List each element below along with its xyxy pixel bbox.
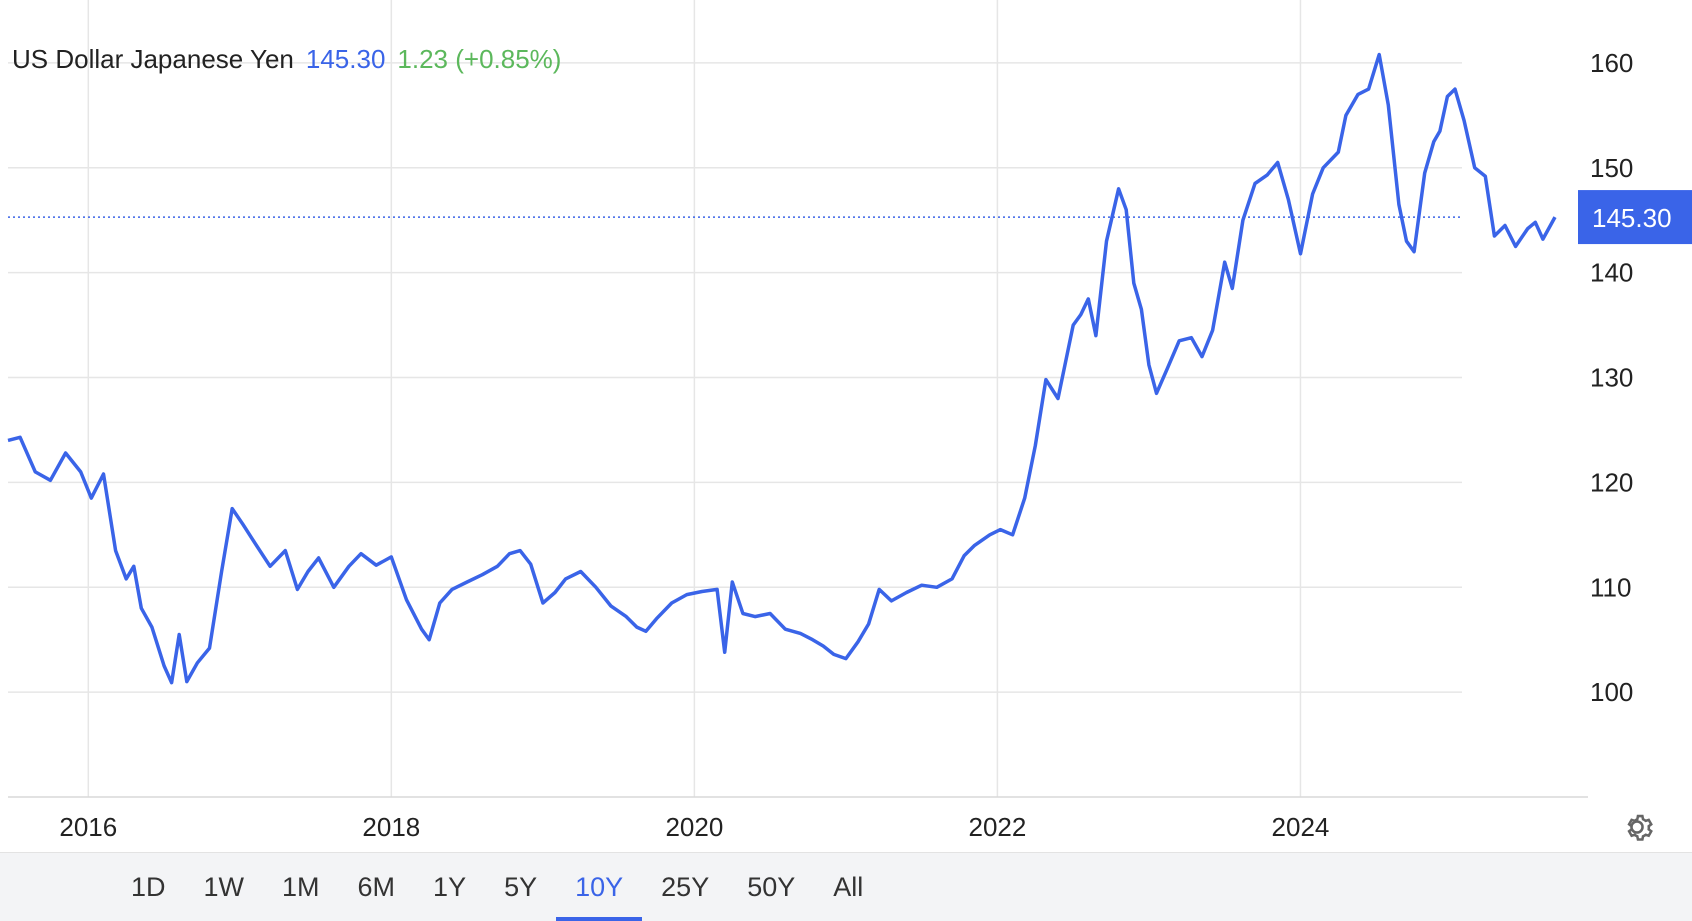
y-tick-label: 100 [1590,677,1633,707]
x-tick-label: 2022 [968,812,1026,842]
y-tick-label: 110 [1590,572,1631,602]
x-axis-ticks: 2016 2018 2020 2022 2024 [59,812,1329,842]
y-tick-label: 130 [1590,363,1633,393]
vertical-gridlines [87,0,1302,797]
range-button-5y[interactable]: 5Y [504,872,538,902]
range-button-1d[interactable]: 1D [131,872,166,902]
instrument-change: 1.23 (+0.85%) [397,44,562,74]
instrument-price: 145.30 [305,44,386,74]
current-price-tag-bg [1578,190,1692,245]
x-tick-label: 2024 [1272,812,1330,842]
range-button-10y[interactable]: 10Y [556,853,643,921]
series-line-usdjpy [7,52,1557,685]
gear-icon[interactable] [1618,808,1656,846]
instrument-name: US Dollar Japanese Yen [12,44,294,74]
y-tick-label: 160 [1590,48,1633,78]
current-price-tag-label: 145.30 [1592,203,1672,233]
range-buttons: 1D 1W 1M 6M 1Y 5Y 10Y 25Y 50Y All [112,853,882,921]
range-button-6m[interactable]: 6M [357,872,396,902]
y-tick-label: 150 [1590,153,1633,183]
range-button-1m[interactable]: 1M [282,872,320,902]
horizontal-gridlines [8,62,1462,693]
chart-header: US Dollar Japanese Yen 145.30 1.23 (+0.85%… [12,44,573,75]
current-price-tag: 145.30 [1578,190,1692,245]
range-button-all[interactable]: All [833,872,864,902]
y-axis-ticks: 100 110 120 130 140 150 160 [1590,48,1633,707]
range-button-25y[interactable]: 25Y [661,872,710,902]
y-tick-label: 140 [1590,258,1633,288]
range-button-1y[interactable]: 1Y [433,872,467,902]
x-tick-label: 2018 [362,812,420,842]
range-selector-bar: 1D 1W 1M 6M 1Y 5Y 10Y 25Y 50Y All [0,852,1692,921]
x-tick-label: 2020 [665,812,723,842]
range-button-50y[interactable]: 50Y [747,872,796,902]
x-tick-label: 2016 [59,812,117,842]
range-button-1w[interactable]: 1W [203,872,245,902]
y-tick-label: 120 [1590,467,1633,497]
